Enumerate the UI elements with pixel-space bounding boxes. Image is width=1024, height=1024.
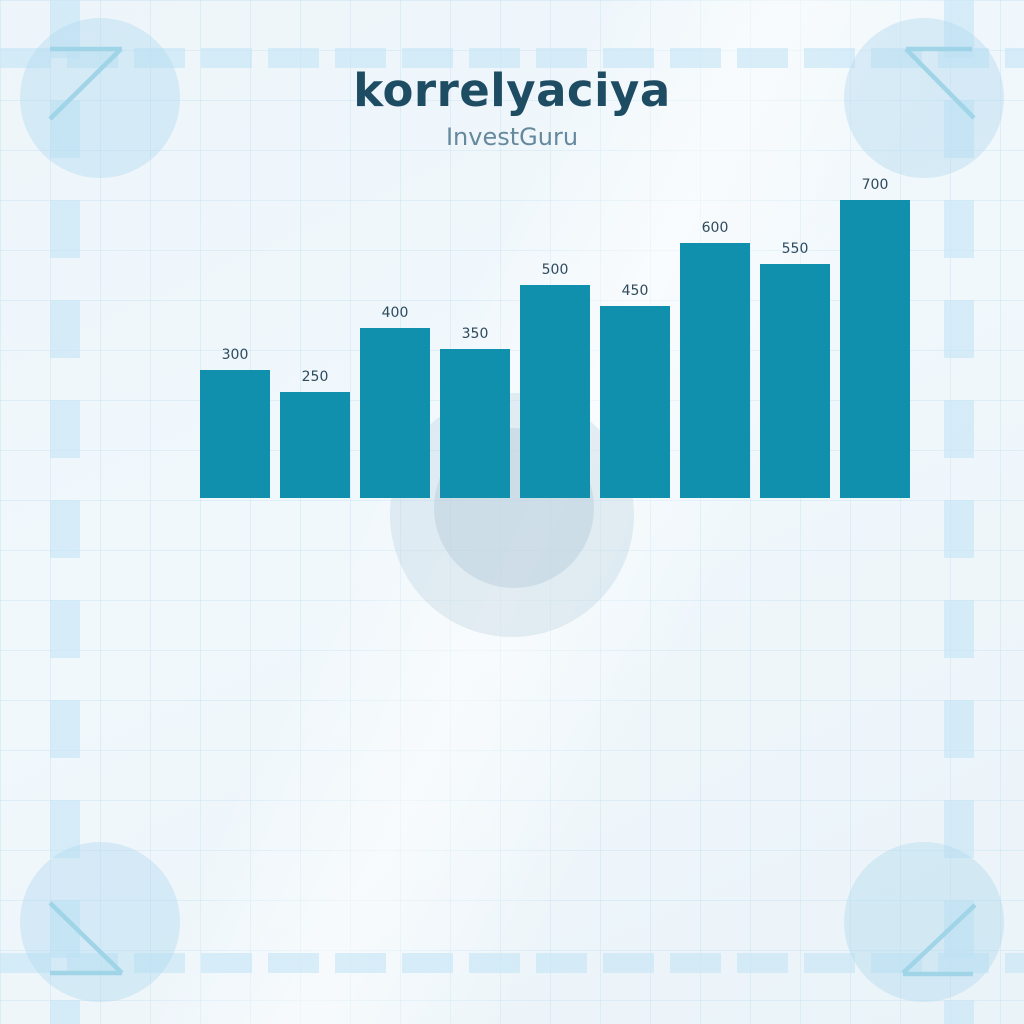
corner-decoration-top-right (844, 18, 1004, 178)
bar (280, 392, 350, 498)
bar-group: 600 (680, 221, 750, 498)
bar-group: 450 (600, 284, 670, 498)
corner-decoration-top-left (20, 18, 180, 178)
bar-group: 300 (200, 348, 270, 498)
bar-group: 500 (520, 263, 590, 498)
bar-value-label: 550 (781, 241, 809, 257)
page-title: korrelyaciya (353, 64, 671, 117)
bar-group: 400 (360, 306, 430, 498)
bar-value-label: 500 (541, 262, 569, 278)
trend-angle-up-icon (901, 903, 977, 977)
bar-group: 700 (840, 178, 910, 498)
page-subtitle: InvestGuru (445, 123, 579, 151)
bar-group: 550 (760, 242, 830, 498)
dashed-band-left (50, 0, 80, 1024)
trend-line-down-left-icon (48, 46, 123, 121)
bar (680, 243, 750, 498)
bar-value-label: 350 (461, 326, 489, 342)
bar-value-label: 300 (221, 347, 249, 363)
bar-chart: 300 250 400 350 500 450 600 550 700 (200, 158, 910, 498)
bar (440, 349, 510, 498)
bar-group: 250 (280, 370, 350, 498)
bar (840, 200, 910, 498)
dashed-band-bottom (0, 953, 1024, 973)
bar (520, 285, 590, 498)
bar (200, 370, 270, 498)
chart-header: korrelyaciya InvestGuru (0, 68, 1024, 150)
bar-value-label: 450 (621, 283, 649, 299)
bar-value-label: 400 (381, 305, 409, 321)
corner-decoration-bottom-left (20, 842, 180, 1002)
bar (760, 264, 830, 498)
corner-decoration-bottom-right (844, 842, 1004, 1002)
dashed-band-right (944, 0, 974, 1024)
bar (360, 328, 430, 498)
trend-angle-down-icon (48, 901, 124, 976)
bar-value-label: 600 (701, 220, 729, 236)
bar (600, 306, 670, 498)
backdrop-circle-outer (390, 393, 634, 637)
bar-value-label: 250 (301, 369, 329, 385)
dashed-band-top (0, 48, 1024, 68)
bar-group: 350 (440, 327, 510, 498)
bar-value-label: 700 (861, 177, 889, 193)
trend-line-down-right-icon (904, 46, 976, 120)
